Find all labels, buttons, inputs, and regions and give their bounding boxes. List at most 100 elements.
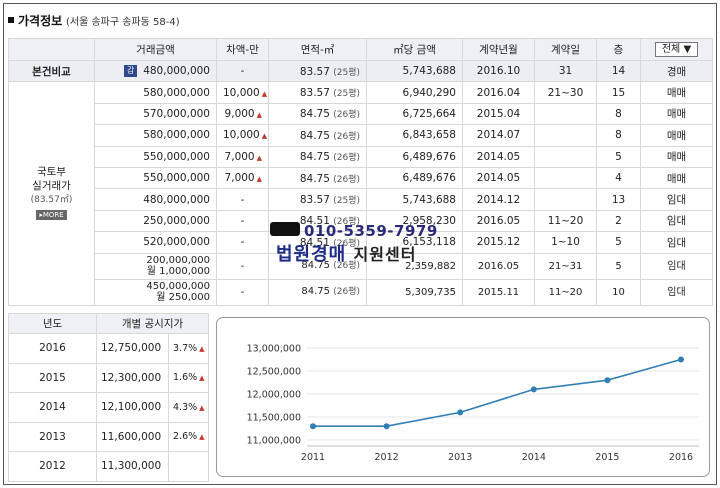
base-pyeong: (25평) bbox=[333, 67, 360, 78]
pyeong: (26평) bbox=[333, 217, 360, 228]
area-cell: 84.75 (26평) bbox=[268, 252, 367, 280]
pyeong: (26평) bbox=[333, 238, 360, 249]
area-cell: 83.57 (25평) bbox=[268, 81, 367, 104]
floor: 5 bbox=[596, 252, 641, 280]
deal-type: 매매 bbox=[640, 145, 713, 168]
base-diff: - bbox=[216, 59, 269, 83]
price: 570,000,000 bbox=[94, 102, 217, 126]
contract-day bbox=[534, 124, 597, 147]
floor: 10 bbox=[596, 278, 641, 306]
floor: 8 bbox=[596, 102, 641, 126]
yearly-header-price: 개별 공시지가 bbox=[96, 313, 209, 334]
unit-price: 6,489,676 bbox=[366, 166, 463, 190]
area: 84.75 bbox=[301, 286, 331, 298]
unit-price: 6,843,658 bbox=[366, 124, 463, 147]
contract-month: 2016.05 bbox=[462, 209, 535, 233]
diff: - bbox=[240, 214, 245, 227]
price: 550,000,000 bbox=[94, 166, 217, 190]
price: 550,000,000 bbox=[94, 145, 217, 168]
base-row-label: 본건비교 bbox=[8, 59, 95, 83]
type-filter-select[interactable]: 전체 ▼ bbox=[654, 42, 699, 57]
price: 450,000,000 bbox=[146, 281, 210, 293]
base-price: 480,000,000 bbox=[143, 65, 210, 78]
pct-cell: 2.6% ▲ bbox=[168, 421, 209, 452]
up-arrow-icon: ▲ bbox=[256, 110, 262, 119]
yearly-row: 2014 12,100,000 4.3% ▲ bbox=[8, 392, 209, 423]
contract-month: 2015.04 bbox=[462, 102, 535, 126]
diff: - bbox=[240, 286, 245, 298]
table-row: 250,000,000-84.51 (26평) 2,958,230 2016.05 1… bbox=[9, 209, 713, 233]
area: 84.75 bbox=[299, 129, 330, 142]
base-contract-month: 2016.10 bbox=[462, 59, 535, 83]
bullet-square-icon bbox=[8, 17, 14, 23]
diff: - bbox=[240, 236, 245, 249]
pyeong: (26평) bbox=[333, 153, 360, 164]
y-tick-label: 12,000,000 bbox=[247, 390, 301, 401]
unit-price: 6,725,664 bbox=[366, 102, 463, 126]
contract-month: 2016.04 bbox=[462, 81, 535, 104]
year: 2014 bbox=[8, 392, 97, 423]
diff-cell: 7,000 ▲ bbox=[216, 166, 269, 190]
group-label-cell: 국토부 실거래가 (83.57㎡) ▸MORE bbox=[8, 81, 95, 306]
floor: 13 bbox=[596, 188, 641, 211]
chart-svg: 11,000,000 11,500,000 12,000,000 12,500,000… bbox=[247, 344, 699, 463]
year: 2015 bbox=[8, 362, 97, 393]
diff: 10,000 bbox=[223, 129, 260, 142]
unit-price: 6,940,290 bbox=[366, 81, 463, 104]
y-tick-label: 12,500,000 bbox=[247, 367, 301, 378]
data-point bbox=[530, 386, 537, 393]
floor: 15 bbox=[596, 81, 641, 104]
more-button[interactable]: ▸MORE bbox=[36, 210, 67, 221]
price: 250,000,000 bbox=[94, 209, 217, 233]
property-address: (서울 송파구 송파동 58-4) bbox=[66, 17, 180, 28]
area-cell: 84.51 (26평) bbox=[268, 231, 367, 254]
diff-cell: - bbox=[216, 252, 269, 280]
base-comparison-row: 본건비교 감 480,000,000 - 83.57 (25평) 5,743,68… bbox=[8, 59, 713, 83]
header-price: 거래금액 bbox=[94, 38, 217, 61]
section-title: 가격정보 (서울 송파구 송파동 58-4) bbox=[8, 12, 180, 32]
header-unit-price: ㎡당 금액 bbox=[366, 38, 463, 61]
price-cell: 200,000,000 월 1,000,000 bbox=[94, 252, 217, 280]
pct-cell: 1.6% ▲ bbox=[168, 362, 209, 393]
diff-cell: - bbox=[216, 209, 269, 233]
base-type: 경매 bbox=[640, 59, 713, 83]
contract-day: 11~20 bbox=[534, 209, 597, 233]
transaction-table: 거래금액 차액-만 면적-㎡ ㎡당 금액 계약년월 계약일 층 전체 ▼ 본건비… bbox=[8, 38, 713, 306]
header-floor: 층 bbox=[596, 38, 641, 61]
x-tick-label: 2014 bbox=[522, 452, 546, 463]
pyeong: (25평) bbox=[333, 89, 360, 100]
deal-type: 매매 bbox=[640, 166, 713, 190]
deal-type: 임대 bbox=[640, 231, 713, 254]
contract-day: 11~20 bbox=[534, 278, 597, 306]
x-tick-label: 2015 bbox=[595, 452, 619, 463]
unit-price: 5,309,735 bbox=[366, 278, 463, 306]
official-price: 12,100,000 bbox=[96, 392, 169, 423]
data-point bbox=[604, 377, 611, 384]
area: 83.57 bbox=[299, 87, 330, 100]
header-diff: 차액-만 bbox=[216, 38, 269, 61]
pct-cell bbox=[168, 451, 209, 482]
unit-price: 6,489,676 bbox=[366, 145, 463, 168]
unit-price: 2,359,882 bbox=[366, 252, 463, 280]
unit-price: 2,958,230 bbox=[366, 209, 463, 233]
diff: - bbox=[240, 193, 245, 206]
unit-price: 6,153,118 bbox=[366, 231, 463, 254]
area-cell: 84.75 (26평) bbox=[268, 278, 367, 306]
official-land-price-table: 년도 개별 공시지가 2016 12,750,000 3.7% ▲ 2015 12,300… bbox=[8, 313, 209, 482]
table-row: 550,000,000 7,000 ▲ 84.75 (26평) 6,489,676 201… bbox=[9, 166, 713, 190]
area: 84.51 bbox=[299, 236, 330, 249]
deal-type: 매매 bbox=[640, 81, 713, 104]
pyeong: (26평) bbox=[333, 110, 360, 121]
contract-month: 2014.05 bbox=[462, 145, 535, 168]
area: 84.75 bbox=[301, 260, 331, 272]
x-tick-label: 2013 bbox=[448, 452, 472, 463]
floor: 8 bbox=[596, 124, 641, 147]
yearly-row: 2013 11,600,000 2.6% ▲ bbox=[8, 421, 209, 452]
diff: - bbox=[240, 260, 245, 272]
year: 2016 bbox=[8, 333, 97, 364]
y-tick-label: 11,500,000 bbox=[247, 413, 301, 424]
contract-day: 21~30 bbox=[534, 81, 597, 104]
pct-cell: 3.7% ▲ bbox=[168, 333, 209, 364]
base-price-cell: 감 480,000,000 bbox=[94, 59, 217, 83]
base-area-cell: 83.57 (25평) bbox=[268, 59, 367, 83]
